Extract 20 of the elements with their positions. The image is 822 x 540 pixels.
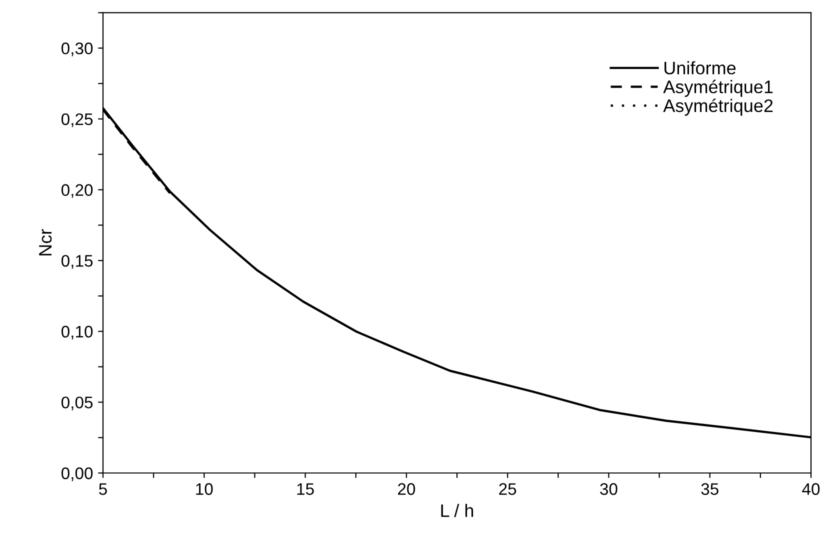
x-tick-label: 30 [600, 483, 618, 495]
x-tick-label: 40 [802, 483, 820, 495]
x-axis-title: L / h [441, 504, 474, 518]
x-tick-label: 20 [398, 483, 416, 495]
legend-label: Asymétrique1 [663, 80, 773, 97]
y-tick-label: 0,20 [61, 184, 93, 198]
y-tick-label: 0,05 [61, 396, 93, 410]
y-tick-label: 0,25 [61, 113, 93, 128]
y-tick-label: 0,00 [61, 467, 93, 482]
x-tick-label: 15 [297, 483, 314, 495]
y-axis-title: Ncr [39, 229, 52, 256]
x-tick-label: 10 [196, 483, 213, 495]
legend-label: Uniforme [664, 61, 736, 74]
x-tick-label: 25 [499, 483, 516, 495]
y-tick-label: 0,30 [61, 42, 93, 56]
x-tick-label: 35 [701, 483, 718, 495]
x-tick-label: 5 [99, 483, 107, 495]
legend-label: Asymétrique2 [663, 98, 773, 116]
y-tick-label: 0,10 [61, 326, 93, 340]
y-tick-label: 0,15 [61, 254, 93, 269]
